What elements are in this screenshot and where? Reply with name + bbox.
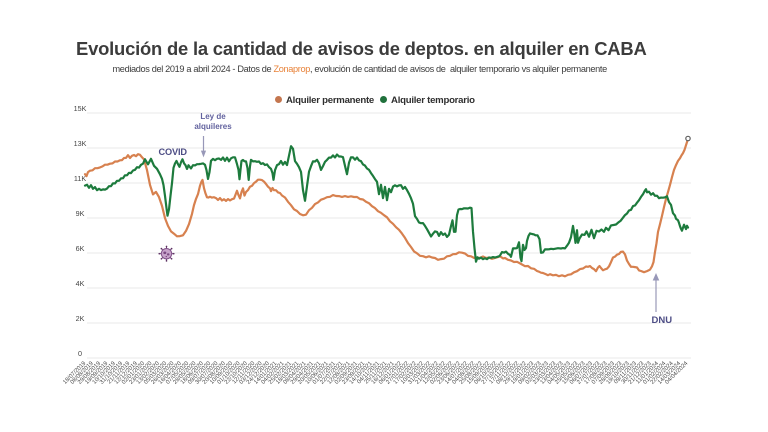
svg-text:13K: 13K bbox=[74, 139, 87, 148]
svg-text:6K: 6K bbox=[76, 244, 85, 253]
svg-text:15K: 15K bbox=[74, 104, 87, 113]
svg-text:0: 0 bbox=[78, 349, 82, 358]
svg-text:2K: 2K bbox=[76, 314, 85, 323]
svg-text:9K: 9K bbox=[76, 209, 85, 218]
svg-text:4K: 4K bbox=[76, 279, 85, 288]
svg-text:11K: 11K bbox=[74, 174, 86, 183]
